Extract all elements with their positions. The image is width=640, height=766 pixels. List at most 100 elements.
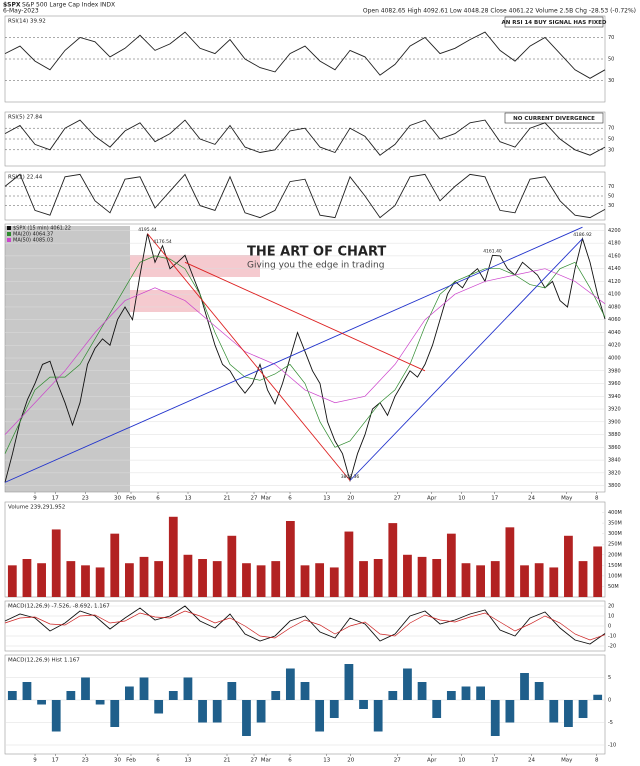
x-tick-label: 6 xyxy=(288,496,292,502)
panel-frame xyxy=(4,654,606,755)
x-tick-label: May xyxy=(561,758,573,764)
bar xyxy=(534,682,544,700)
y-tick-label: 4040 xyxy=(608,330,621,336)
bar xyxy=(549,700,559,723)
y-tick-label: 4000 xyxy=(608,356,621,362)
bar xyxy=(549,567,559,597)
y-tick-label: 3820 xyxy=(608,470,621,476)
bar xyxy=(7,691,17,700)
panel-title: RSI(14) 39.92 xyxy=(8,19,46,25)
bar xyxy=(51,700,61,732)
legend-swatch xyxy=(7,232,11,236)
bar xyxy=(403,554,412,597)
x-tick-label: 13 xyxy=(323,496,330,502)
x-tick-label: 21 xyxy=(224,758,231,764)
panel-title: MACD(12,26,9) Hist 1.167 xyxy=(8,658,80,664)
y-tick-label: 4140 xyxy=(608,266,621,272)
series-line xyxy=(4,233,606,483)
y-tick-label: 3900 xyxy=(608,419,621,425)
bar xyxy=(520,565,529,597)
x-tick-label: 10 xyxy=(458,758,465,764)
annotation: NO CURRENT DIVERGENCE xyxy=(513,116,595,122)
bar xyxy=(403,668,412,700)
bar xyxy=(256,700,266,723)
price-annotation: 4161.40 xyxy=(483,249,502,255)
bar xyxy=(432,700,442,718)
legend-label: $SPX (15 min) 4061.22 xyxy=(13,226,71,232)
volume-profile xyxy=(130,290,200,312)
bar xyxy=(388,691,398,700)
logo-tagline: Giving you the edge in trading xyxy=(247,261,384,271)
bar xyxy=(490,700,500,736)
price-annotation: 4195.44 xyxy=(138,227,157,233)
bar xyxy=(476,686,485,700)
y-tick-label: 30 xyxy=(608,203,614,209)
trend-line xyxy=(349,238,583,481)
x-tick-label: 6 xyxy=(156,758,160,764)
bar xyxy=(227,535,237,597)
y-tick-label: 300M xyxy=(608,531,622,537)
bar xyxy=(417,556,427,597)
price-annotation: 3808.36 xyxy=(341,474,360,480)
y-tick-label: 4020 xyxy=(608,343,621,349)
bar xyxy=(344,664,354,700)
x-tick-label: 6 xyxy=(288,758,292,764)
series-line xyxy=(4,119,606,156)
bar xyxy=(315,700,325,732)
x-tick-label: 27 xyxy=(394,758,401,764)
y-tick-label: 3880 xyxy=(608,432,621,438)
y-tick-label: 4080 xyxy=(608,304,621,310)
bar xyxy=(593,546,603,597)
y-tick-label: 3860 xyxy=(608,445,621,451)
bar xyxy=(505,527,515,597)
x-tick-label: 8 xyxy=(595,758,599,764)
bar xyxy=(198,700,207,723)
x-tick-label: Mar xyxy=(261,758,272,764)
y-tick-label: 5 xyxy=(608,675,611,681)
bar xyxy=(578,561,588,597)
panel-title: Volume 239,291,952 xyxy=(8,505,65,511)
x-tick-label: 9 xyxy=(33,758,37,764)
y-tick-label: 3960 xyxy=(608,381,621,387)
series-line xyxy=(4,31,606,79)
y-tick-label: 70 xyxy=(608,126,614,132)
bar xyxy=(81,677,90,700)
bar xyxy=(373,559,383,597)
y-tick-label: 100M xyxy=(608,573,622,579)
quote: Open 4082.65 High 4092.61 Low 4048.28 Cl… xyxy=(363,8,636,15)
bar xyxy=(344,531,354,597)
symbol-name: S&P 500 Large Cap Index INDX xyxy=(22,2,115,9)
bar xyxy=(110,700,120,727)
y-tick-label: 400M xyxy=(608,510,622,516)
bar xyxy=(81,565,90,597)
y-tick-label: 250M xyxy=(608,542,622,548)
panel-title: RSI(2) 22.44 xyxy=(8,175,43,181)
date: 6-May-2023 xyxy=(3,8,39,15)
bar xyxy=(95,700,105,705)
bar xyxy=(66,561,76,597)
series-line xyxy=(4,610,606,641)
y-tick-label: 4120 xyxy=(608,279,621,285)
bar xyxy=(125,686,134,700)
symbol: $SPX xyxy=(3,2,21,9)
bar xyxy=(329,700,339,718)
y-tick-label: 50 xyxy=(608,137,614,143)
bar xyxy=(168,516,178,597)
y-tick-label: -5 xyxy=(608,720,613,726)
bar xyxy=(125,563,134,597)
x-tick-label: 23 xyxy=(82,758,89,764)
x-tick-label: 27 xyxy=(394,496,401,502)
bar xyxy=(110,533,120,597)
x-tick-label: 17 xyxy=(52,758,59,764)
bar xyxy=(388,523,398,597)
y-tick-label: 4060 xyxy=(608,317,621,323)
bar xyxy=(593,694,603,700)
bar xyxy=(520,673,529,700)
bar xyxy=(256,565,266,597)
x-tick-label: Feb xyxy=(126,496,136,502)
annotation-box xyxy=(504,16,604,28)
x-tick-label: Mar xyxy=(261,496,272,502)
y-tick-label: -10 xyxy=(608,634,616,640)
bar xyxy=(271,561,281,597)
